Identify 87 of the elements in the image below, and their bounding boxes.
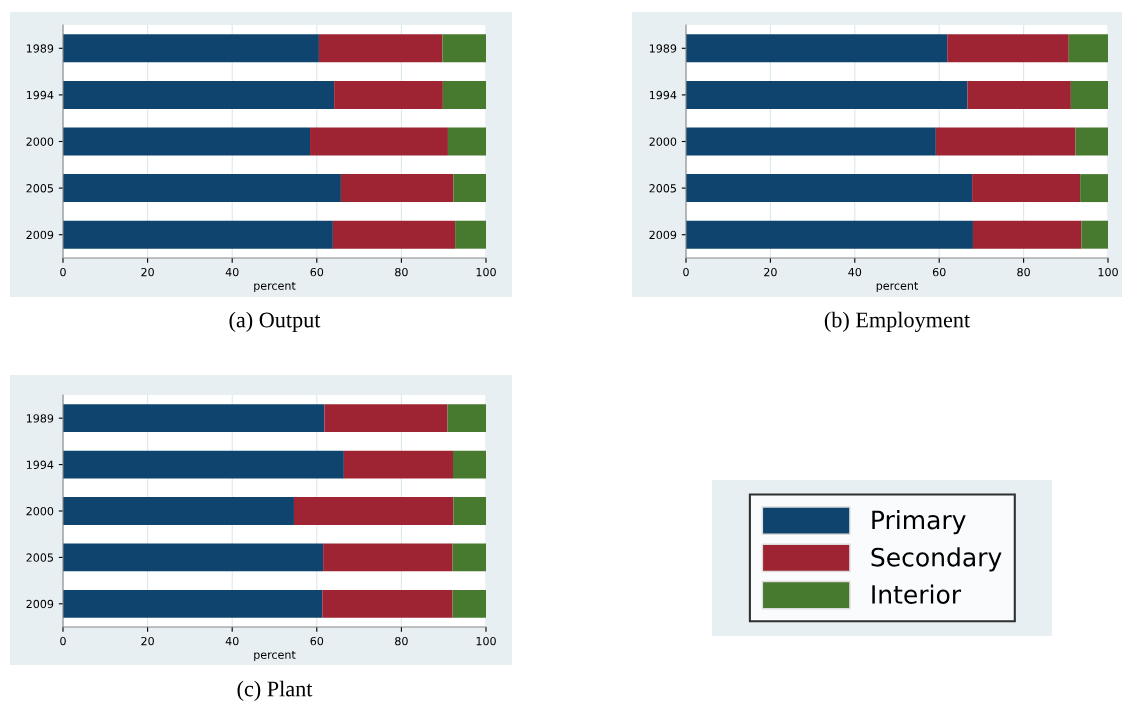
x-tick-label: 80	[395, 636, 408, 646]
x-tick-label: 40	[848, 267, 862, 277]
bar	[322, 589, 453, 618]
x-tick-label: 20	[141, 636, 154, 646]
bar	[63, 34, 319, 63]
bar	[447, 404, 486, 433]
bar	[340, 174, 454, 203]
bar	[63, 404, 325, 433]
y-tick-label: 2005	[649, 184, 676, 193]
text: (a) Output	[229, 311, 321, 332]
bar	[1070, 80, 1108, 109]
bar	[452, 543, 486, 572]
bar	[318, 34, 443, 63]
bar	[324, 404, 448, 433]
x-tick-label: 60	[310, 636, 324, 646]
bar	[293, 497, 454, 525]
bar	[453, 497, 486, 525]
y-tick-label: 2005	[26, 184, 53, 193]
y-tick-label: 2000	[26, 137, 54, 146]
y-tick-label: 1994	[26, 460, 54, 469]
x-tick-label: 100	[476, 636, 496, 646]
bar	[63, 127, 311, 156]
legend-label: Secondary	[871, 547, 1002, 572]
bar	[452, 589, 486, 618]
bar	[332, 220, 456, 249]
y-tick-label: 2009	[26, 230, 54, 240]
x-tick-label: 20	[141, 267, 154, 277]
x-tick-label: 0	[60, 636, 66, 646]
bar	[453, 174, 486, 203]
bar	[972, 220, 1082, 249]
x-tick-label: 60	[932, 267, 946, 277]
x-tick-label: 20	[764, 267, 777, 277]
y-tick-label: 2005	[26, 553, 53, 562]
x-tick-label: 100	[1098, 267, 1118, 277]
x-axis-title: percent	[254, 281, 296, 293]
bar	[63, 450, 344, 479]
x-tick-label: 40	[225, 636, 239, 646]
bar	[63, 543, 324, 572]
bar	[935, 127, 1076, 156]
x-tick-label: 0	[60, 267, 66, 277]
bar	[334, 80, 443, 109]
x-tick-label: 0	[683, 267, 689, 277]
text: (c) Plant	[237, 680, 313, 701]
y-tick-label: 2000	[649, 137, 677, 146]
bar	[453, 450, 486, 479]
x-tick-label: 80	[1017, 267, 1030, 277]
y-tick-label: 1989	[649, 44, 677, 53]
text: (b) Employment	[824, 311, 971, 332]
bar	[686, 174, 973, 203]
bar	[442, 80, 486, 109]
bar	[686, 127, 936, 156]
x-axis-title: percent	[876, 281, 919, 293]
bar	[686, 34, 948, 63]
bar	[686, 80, 968, 109]
legend-label: Interior	[872, 584, 962, 604]
bar	[447, 127, 486, 156]
bar	[343, 450, 454, 479]
y-tick-label: 1989	[26, 44, 54, 53]
bar	[323, 543, 453, 572]
y-tick-label: 2000	[26, 506, 54, 516]
x-tick-label: 40	[225, 267, 239, 277]
x-axis-title: percent	[254, 650, 296, 662]
x-tick-label: 60	[310, 267, 324, 277]
x-tick-label: 100	[476, 267, 496, 277]
bar	[1068, 34, 1108, 63]
bar	[63, 497, 294, 525]
bar	[1080, 174, 1108, 203]
y-tick-label: 2009	[649, 230, 677, 240]
bar	[63, 220, 333, 249]
y-tick-label: 1989	[26, 414, 54, 423]
bar	[947, 34, 1069, 63]
bar	[310, 127, 448, 156]
y-tick-label: 1994	[649, 90, 677, 100]
bar	[455, 220, 486, 249]
bar	[63, 174, 341, 203]
bar	[1075, 127, 1108, 156]
bar	[967, 80, 1071, 109]
bar	[686, 220, 973, 249]
bar	[63, 589, 323, 618]
y-tick-label: 2009	[26, 599, 54, 609]
bar	[63, 80, 335, 109]
legend-label: Primary	[872, 510, 966, 535]
bar	[442, 34, 486, 63]
y-tick-label: 1994	[26, 90, 54, 100]
bar	[1081, 220, 1108, 249]
x-tick-label: 80	[395, 267, 408, 277]
bar	[972, 174, 1081, 203]
